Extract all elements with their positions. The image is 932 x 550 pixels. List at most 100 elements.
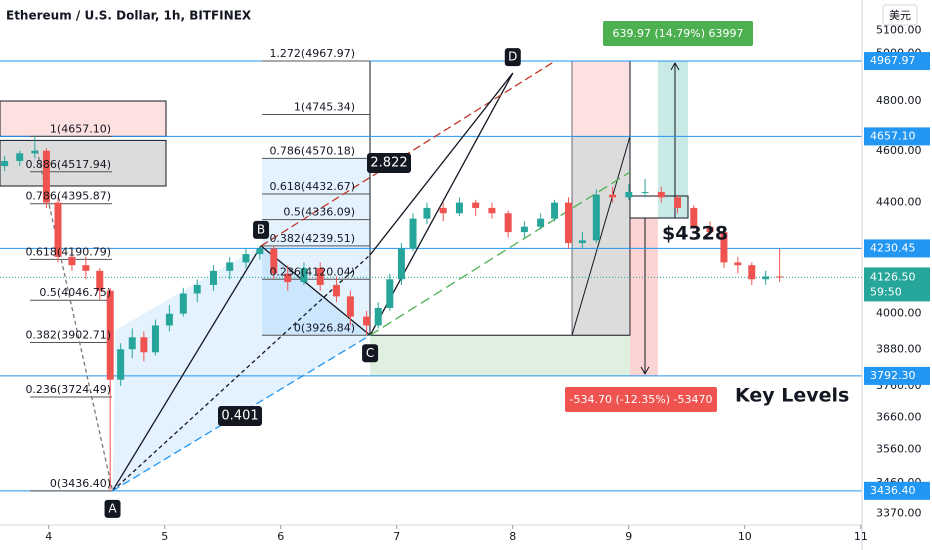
fib-label: 0.5(4046.75) — [39, 286, 111, 299]
x-tick-label: 5 — [161, 530, 168, 543]
candle-body — [690, 207, 698, 227]
candle-body — [151, 325, 159, 353]
level-box — [864, 239, 930, 258]
target-zone — [571, 60, 631, 137]
y-tick-label: 3370.00 — [876, 507, 922, 520]
countdown-label: 59:50 — [870, 285, 902, 298]
candle-body — [270, 248, 278, 274]
y-tick-label: 4000.00 — [876, 307, 922, 320]
fib-box-top — [0, 100, 167, 137]
candle-body — [256, 248, 264, 255]
measure-arrow-head — [640, 366, 650, 375]
fib-label: 1(4745.34) — [294, 101, 355, 114]
candle-body — [363, 316, 371, 326]
level-box — [864, 366, 930, 385]
candle-body — [209, 270, 217, 285]
candle-body — [117, 349, 125, 380]
last-price-box — [864, 267, 930, 302]
measure-up-label: 639.97 (14.79%) 63997 — [612, 27, 743, 40]
candle-body — [504, 213, 512, 233]
candle-body — [68, 256, 76, 266]
candle-body — [423, 207, 431, 219]
candle-body — [332, 284, 340, 297]
fib-box-bottom — [0, 139, 167, 187]
candle-body — [106, 290, 114, 380]
measure-up-zone — [658, 61, 688, 218]
fib-label: 0.236(3724.49) — [25, 383, 111, 396]
candle-body — [564, 202, 572, 244]
x-tick-label: 8 — [509, 530, 516, 543]
level-box — [864, 52, 930, 71]
y-tick-label: 4800.00 — [876, 94, 922, 107]
candle-body — [776, 276, 784, 278]
pattern-line — [112, 254, 371, 492]
point-box — [362, 344, 379, 363]
chart-title: Ethereum / U.S. Dollar, 1h, BITFINEX — [6, 9, 252, 23]
pattern-line — [36, 149, 114, 491]
candle-body — [674, 197, 682, 208]
point-box — [253, 220, 270, 239]
candle-body — [42, 150, 50, 203]
candle-body — [300, 268, 308, 283]
candle-body — [346, 296, 354, 317]
x-tick-label: 9 — [625, 530, 632, 543]
candle-body — [179, 293, 187, 314]
measure-down-zone — [630, 218, 658, 376]
candle-body — [734, 262, 742, 266]
y-tick-label: 4600.00 — [876, 144, 922, 157]
point-label: B — [257, 222, 265, 236]
candle-body — [520, 226, 528, 233]
candle-body — [439, 207, 447, 214]
fib-label: 0.786(4395.87) — [25, 190, 111, 203]
annotation: Key Levels — [735, 385, 849, 407]
y-tick-label: 3880.00 — [876, 342, 922, 355]
pattern-line — [260, 245, 371, 336]
point-label: D — [508, 50, 517, 64]
candle-body — [578, 240, 586, 244]
pattern-line — [369, 72, 514, 256]
currency[interactable]: 美元 — [889, 9, 911, 22]
y-tick-label: 4400.00 — [876, 196, 922, 209]
measure-down-label: -534.70 (-12.35%) -53470 — [570, 393, 713, 406]
candle-body — [54, 202, 62, 257]
candle-body — [720, 232, 728, 263]
candle-body — [748, 265, 756, 280]
fib-label: 0.618(4190.79) — [25, 245, 111, 258]
candle-body — [472, 202, 480, 208]
candle-body — [82, 265, 90, 271]
candle-body — [193, 284, 201, 294]
candle-body — [1, 160, 9, 167]
candle-body — [706, 226, 714, 233]
annotation: $4328 — [662, 223, 728, 245]
fib-label: 0.886(4517.94) — [25, 158, 111, 171]
candle-body — [284, 273, 292, 283]
pattern-line — [369, 171, 631, 336]
measure-up-box — [603, 21, 753, 46]
x-tick-label: 6 — [277, 530, 284, 543]
measure-down-box — [565, 387, 717, 412]
candle-body — [316, 268, 324, 285]
pattern-line — [111, 245, 262, 492]
currency-box[interactable] — [882, 4, 918, 26]
last-price-label: 4126.50 — [870, 270, 916, 283]
frame-line — [571, 136, 631, 336]
candle-body — [551, 202, 559, 219]
candle-body — [386, 279, 394, 308]
level-label: 4967.97 — [870, 54, 916, 67]
candle-body — [488, 207, 496, 214]
x-tick-label: 4 — [45, 530, 52, 543]
point-label: C — [366, 346, 374, 360]
x-tick-label: 11 — [854, 530, 868, 543]
candle-body — [609, 194, 617, 198]
candle-body — [397, 248, 405, 280]
fib-label: 1.272(4967.97) — [269, 47, 355, 60]
level-box — [864, 127, 930, 146]
y-tick-label: 5100.00 — [876, 23, 922, 36]
candle-body — [140, 337, 148, 353]
candle-body — [409, 218, 417, 249]
y-tick-label: 3660.00 — [876, 410, 922, 423]
fib-label: 0(3926.84) — [294, 321, 355, 334]
fib-label: 0.382(4239.51) — [269, 232, 355, 245]
level-label: 3792.30 — [870, 369, 916, 382]
candle-body — [31, 150, 39, 154]
